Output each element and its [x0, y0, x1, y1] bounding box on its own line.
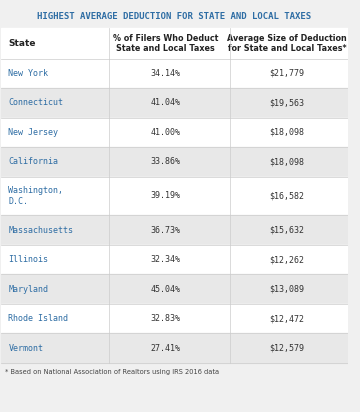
Text: 27.41%: 27.41%: [151, 344, 181, 353]
Text: New York: New York: [8, 69, 48, 78]
Text: 45.04%: 45.04%: [151, 285, 181, 294]
Text: $13,089: $13,089: [270, 285, 305, 294]
Text: $21,779: $21,779: [270, 69, 305, 78]
Text: Vermont: Vermont: [8, 344, 43, 353]
Bar: [1, 215, 347, 245]
Text: 32.83%: 32.83%: [151, 314, 181, 323]
Text: Massachusetts: Massachusetts: [8, 226, 73, 235]
Text: $12,262: $12,262: [270, 255, 305, 264]
Text: 33.86%: 33.86%: [151, 157, 181, 166]
Text: % of Filers Who Deduct
State and Local Taxes: % of Filers Who Deduct State and Local T…: [113, 34, 219, 53]
Text: New Jersey: New Jersey: [8, 128, 58, 137]
Bar: [1, 245, 347, 274]
Text: State: State: [8, 39, 36, 48]
Text: 39.19%: 39.19%: [151, 192, 181, 201]
Text: $16,582: $16,582: [270, 192, 305, 201]
Text: 41.00%: 41.00%: [151, 128, 181, 137]
Bar: [1, 147, 347, 176]
Bar: [1, 274, 347, 304]
Bar: [1, 304, 347, 333]
Text: $15,632: $15,632: [270, 226, 305, 235]
Bar: [1, 333, 347, 363]
Text: Illinois: Illinois: [8, 255, 48, 264]
Text: $18,098: $18,098: [270, 128, 305, 137]
Text: Maryland: Maryland: [8, 285, 48, 294]
Bar: [1, 88, 347, 117]
Text: Average Size of Deduction
for State and Local Taxes*: Average Size of Deduction for State and …: [227, 34, 347, 53]
Text: HIGHEST AVERAGE DEDUCTION FOR STATE AND LOCAL TAXES: HIGHEST AVERAGE DEDUCTION FOR STATE AND …: [37, 12, 311, 21]
Text: $18,098: $18,098: [270, 157, 305, 166]
Text: 41.04%: 41.04%: [151, 98, 181, 108]
Text: California: California: [8, 157, 58, 166]
Text: $12,579: $12,579: [270, 344, 305, 353]
Text: $19,563: $19,563: [270, 98, 305, 108]
Text: 32.34%: 32.34%: [151, 255, 181, 264]
Text: Rhode Island: Rhode Island: [8, 314, 68, 323]
Text: 34.14%: 34.14%: [151, 69, 181, 78]
Text: Washington,
D.C.: Washington, D.C.: [8, 186, 63, 206]
Bar: [1, 117, 347, 147]
Bar: [1, 28, 347, 59]
Text: Connecticut: Connecticut: [8, 98, 63, 108]
Bar: [1, 176, 347, 215]
Text: $12,472: $12,472: [270, 314, 305, 323]
Text: * Based on National Association of Realtors using IRS 2016 data: * Based on National Association of Realt…: [5, 369, 219, 375]
Text: 36.73%: 36.73%: [151, 226, 181, 235]
Bar: [1, 59, 347, 88]
